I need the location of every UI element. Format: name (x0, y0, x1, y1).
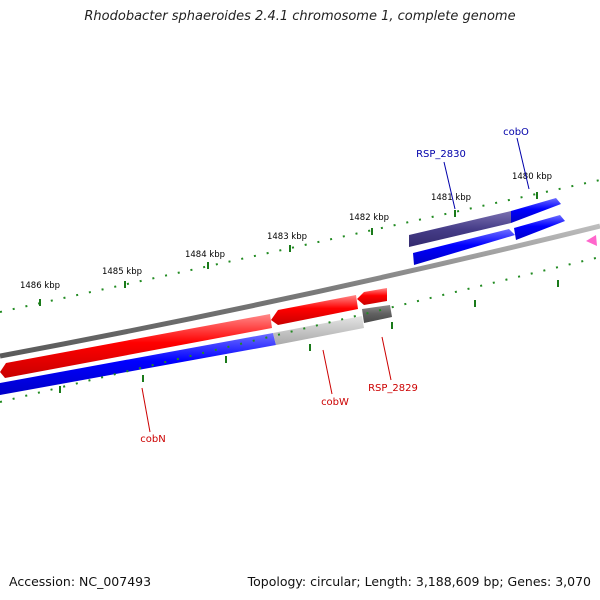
forward-gene-row-2 (413, 215, 565, 265)
scale-label-1484: 1484 kbp (185, 250, 225, 260)
label-rsp2830: RSP_2830 (416, 149, 466, 160)
forward-gene-row-1 (409, 198, 561, 247)
gene-cobN-red (0, 314, 272, 378)
leader-cobW (322, 349, 333, 395)
gene-rsp2829-red (357, 288, 387, 305)
gene-cobW-grey (273, 316, 364, 345)
scale-label-1480: 1480 kbp (512, 172, 552, 182)
leader-rsp2829 (381, 336, 392, 381)
gene-cobN-blue (0, 333, 276, 395)
topology-text: Topology: circular; Length: 3,188,609 bp… (247, 574, 591, 589)
map-title: Rhodobacter sphaeroides 2.4.1 chromosome… (84, 9, 516, 24)
scale-label-1485: 1485 kbp (102, 267, 142, 277)
reverse-gene-row (0, 288, 387, 378)
gene-pink-edge (586, 235, 597, 246)
scale-labels: 1486 kbp 1485 kbp 1484 kbp 1483 kbp 1482… (20, 172, 552, 291)
gene-forward-b (514, 215, 565, 240)
leader-cobO (516, 137, 530, 190)
leader-cobN (141, 387, 151, 433)
lower-tick-track (0, 256, 600, 403)
scale-label-1486: 1486 kbp (20, 281, 60, 291)
gene-rsp2830-shade (409, 211, 511, 247)
scale-label-1483: 1483 kbp (267, 232, 307, 242)
scale-label-1481: 1481 kbp (431, 193, 471, 203)
scale-label-1482: 1482 kbp (349, 213, 389, 223)
major-ticks (39, 192, 538, 306)
lower-major-ticks (59, 280, 559, 393)
gene-cobO-arrow (511, 198, 561, 223)
label-cobN: cobN (140, 434, 165, 445)
gene-labels: RSP_2830 cobO cobN cobW RSP_2829 (140, 127, 530, 445)
genome-backbone (0, 223, 600, 359)
label-cobW: cobW (321, 397, 349, 408)
accession-text: Accession: NC_007493 (9, 574, 152, 589)
leader-rsp2830 (443, 161, 456, 210)
gene-cobW-red (271, 295, 358, 325)
upper-tick-track (0, 179, 600, 313)
gene-forward-a (413, 229, 515, 265)
label-rsp2829: RSP_2829 (368, 383, 418, 394)
lower-gene-row (0, 305, 392, 395)
gene-rsp2829-grey (362, 305, 392, 323)
label-cobO: cobO (503, 127, 529, 138)
